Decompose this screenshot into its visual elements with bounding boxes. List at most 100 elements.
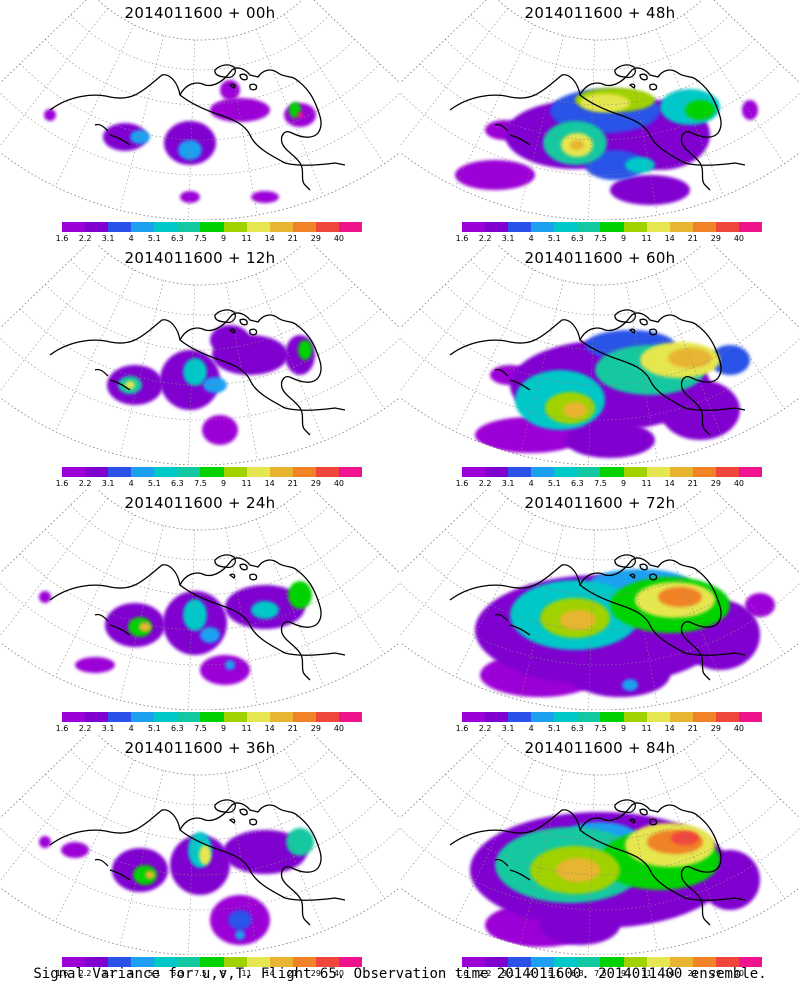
variance-contour (183, 358, 207, 386)
colorbar-swatch (738, 957, 763, 967)
colorbar-swatch (269, 222, 293, 232)
variance-contour (580, 94, 630, 112)
colorbar-tick-label: 7.5 (594, 234, 607, 243)
variance-contour (39, 836, 51, 848)
colorbar-swatch (715, 957, 739, 967)
colorbar-swatch (246, 712, 270, 722)
colorbar-swatch (692, 957, 716, 967)
colorbar-labels: 1.6 2.2 3.1 4 5.1 6.3 7.5 9 11 14 21 29 40 (56, 969, 362, 979)
variance-map (0, 490, 400, 710)
colorbar (462, 222, 763, 232)
colorbar-swatch (246, 222, 270, 232)
graticule (0, 498, 400, 710)
colorbar-tick-label: 21 (687, 479, 698, 488)
colorbar-swatch (85, 957, 109, 967)
variance-contour (251, 191, 279, 203)
panel-title: 2014011600 + 84h (524, 739, 676, 757)
colorbar-labels: 1.6 2.2 3.1 4 5.1 6.3 7.5 9 11 14 21 29 40 (56, 724, 362, 734)
colorbar-swatch (292, 467, 316, 477)
colorbar-swatch (577, 467, 601, 477)
colorbar-swatch (577, 222, 601, 232)
colorbar-labels: 1.6 2.2 3.1 4 5.1 6.3 7.5 9 11 14 21 29 40 (56, 234, 362, 244)
colorbar-swatch (715, 467, 739, 477)
colorbar-swatch (738, 222, 763, 232)
colorbar-swatch (508, 222, 532, 232)
colorbar-labels: 1.6 2.2 3.1 4 5.1 6.3 7.5 9 11 14 21 29 40 (456, 234, 762, 244)
colorbar-swatch (246, 467, 270, 477)
variance-contour (540, 905, 620, 945)
variance-contour (202, 415, 238, 445)
variance-contour (220, 80, 240, 100)
colorbar-swatch (200, 467, 224, 477)
colorbar-tick-label: 1.6 (55, 479, 69, 488)
variance-contour (288, 581, 312, 609)
colorbar-swatch (531, 712, 555, 722)
map-boundary (400, 245, 800, 465)
panel-title: 2014011600 + 72h (524, 494, 676, 512)
colorbar-tick-label: 3.1 (101, 724, 115, 733)
colorbar-swatch (485, 467, 509, 477)
variance-contour (178, 140, 202, 160)
colorbar-swatch (554, 222, 578, 232)
map-boundary (0, 735, 400, 955)
variance-contour (210, 98, 270, 122)
colorbar-tick-label: 1.6 (55, 724, 69, 733)
colorbar-swatch (85, 712, 109, 722)
colorbar-tick-label: 6.3 (171, 724, 184, 733)
colorbar-swatch (269, 467, 293, 477)
colorbar-tick-label: 5.1 (147, 234, 161, 243)
colorbar-swatch (692, 712, 716, 722)
colorbar-tick-label: 11 (241, 969, 252, 978)
colorbar-tick-label: 5.1 (147, 969, 161, 978)
panel-title: 2014011600 + 48h (524, 4, 676, 22)
map-panel: 2014011600 + 00h 1.6 2.2 3.1 4 5.1 6.3 7.5 9 11 14… (0, 0, 400, 245)
variance-contour (103, 123, 147, 151)
colorbar-swatch (462, 467, 486, 477)
colorbar-swatch (200, 957, 224, 967)
colorbar-tick-label: 21 (687, 969, 698, 978)
colorbar-tick-label: 21 (287, 234, 298, 243)
variance-shading (44, 80, 316, 203)
variance-shading (475, 569, 775, 697)
variance-contour (75, 657, 115, 673)
coastline (449, 799, 746, 926)
colorbar-tick-label: 9 (620, 234, 627, 243)
colorbar-tick-label: 29 (710, 234, 721, 243)
colorbar-swatch (623, 712, 647, 722)
colorbar-tick-label: 7.5 (194, 479, 207, 488)
variance-contour (61, 842, 89, 858)
variance-shading (455, 88, 758, 205)
panel-title: 2014011600 + 60h (524, 249, 676, 267)
colorbar-tick-label: 4 (528, 724, 534, 733)
panel-title: 2014011600 + 36h (124, 739, 276, 757)
variance-map (0, 245, 400, 465)
variance-contour (180, 191, 200, 203)
variance-contour (286, 828, 314, 856)
variance-contour (625, 157, 655, 173)
coastline (49, 799, 346, 926)
colorbar-swatch (154, 467, 178, 477)
map-boundary (400, 490, 800, 710)
map-panel: 2014011600 + 36h 1.6 2.2 3.1 4 5.1 6.3 7.5 9 11 14… (0, 735, 400, 980)
colorbar-tick-label: 9 (620, 969, 627, 978)
colorbar-tick-label: 5.1 (547, 479, 561, 488)
colorbar-tick-label: 40 (333, 479, 345, 488)
colorbar-swatch (531, 957, 555, 967)
variance-contour (563, 402, 587, 418)
colorbar-swatch (223, 222, 247, 232)
colorbar-swatch (669, 712, 693, 722)
variance-contour (251, 601, 279, 619)
colorbar-swatch (177, 467, 201, 477)
colorbar-tick-label: 7.5 (194, 234, 207, 243)
map-panel: 2014011600 + 12h 1.6 2.2 3.1 4 5.1 6.3 7.5 9 11 14… (0, 245, 400, 490)
colorbar-tick-label: 6.3 (571, 724, 584, 733)
variance-shading (475, 330, 750, 458)
variance-contour (610, 175, 690, 205)
colorbar-tick-label: 2.2 (78, 724, 92, 733)
colorbar-swatch (62, 712, 86, 722)
colorbar-swatch (200, 222, 224, 232)
coastline (49, 64, 346, 191)
graticule (400, 498, 800, 710)
figure-caption: Signal Variance for u,v,T. Flight 65. Ob… (33, 966, 767, 982)
variance-contour (745, 593, 775, 617)
